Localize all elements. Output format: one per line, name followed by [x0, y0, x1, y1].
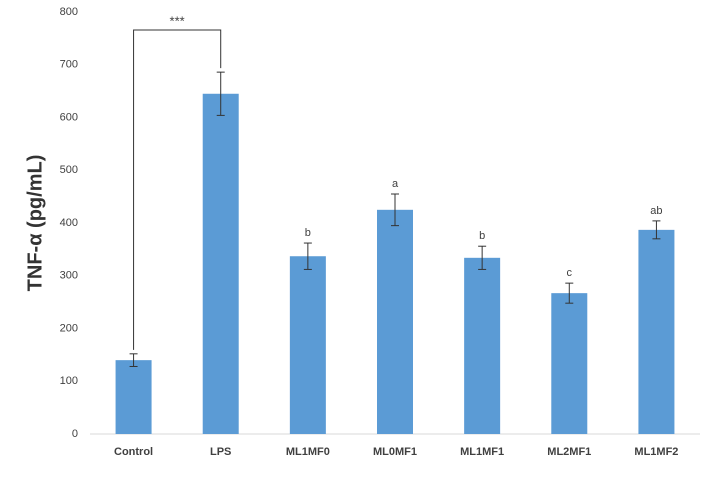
y-tick-label: 400 — [60, 217, 78, 229]
significance-bracket — [133, 29, 222, 350]
y-tick-label: 800 — [60, 6, 78, 18]
y-tick-label: 200 — [60, 322, 78, 334]
error-bar — [652, 220, 661, 240]
significance-letter: b — [479, 230, 485, 242]
y-tick-label: 700 — [60, 59, 78, 71]
x-tick-label: LPS — [210, 446, 231, 458]
significance-letter: a — [392, 178, 399, 190]
x-tick-label: ML1MF0 — [286, 446, 330, 458]
bar — [202, 93, 239, 434]
y-tick-label: 500 — [60, 164, 78, 176]
error-bar — [565, 282, 574, 304]
y-tick-label: 600 — [60, 111, 78, 123]
error-bar — [478, 245, 487, 270]
bar — [551, 293, 588, 434]
error-bar — [129, 353, 138, 367]
significance-label: *** — [170, 13, 185, 28]
x-tick-label: ML1MF2 — [634, 446, 678, 458]
significance-letter: ab — [650, 205, 662, 217]
significance-letter: b — [305, 227, 311, 239]
error-bar — [303, 242, 312, 270]
y-tick-label: 0 — [72, 428, 78, 440]
y-axis-label: TNF-α (pg/mL) — [24, 155, 46, 292]
x-tick-label: ML0MF1 — [373, 446, 417, 458]
x-tick-label: ML1MF1 — [460, 446, 504, 458]
bar — [115, 360, 152, 434]
x-tick-label: ML2MF1 — [547, 446, 591, 458]
y-tick-label: 300 — [60, 270, 78, 282]
bar — [289, 256, 326, 434]
significance-letter: c — [567, 267, 573, 279]
error-bar — [391, 193, 399, 227]
x-tick-label: Control — [114, 446, 153, 458]
error-bar — [216, 71, 225, 116]
bar — [377, 209, 413, 434]
bar — [464, 257, 501, 434]
y-tick-label: 100 — [60, 375, 78, 387]
bar — [638, 229, 675, 434]
